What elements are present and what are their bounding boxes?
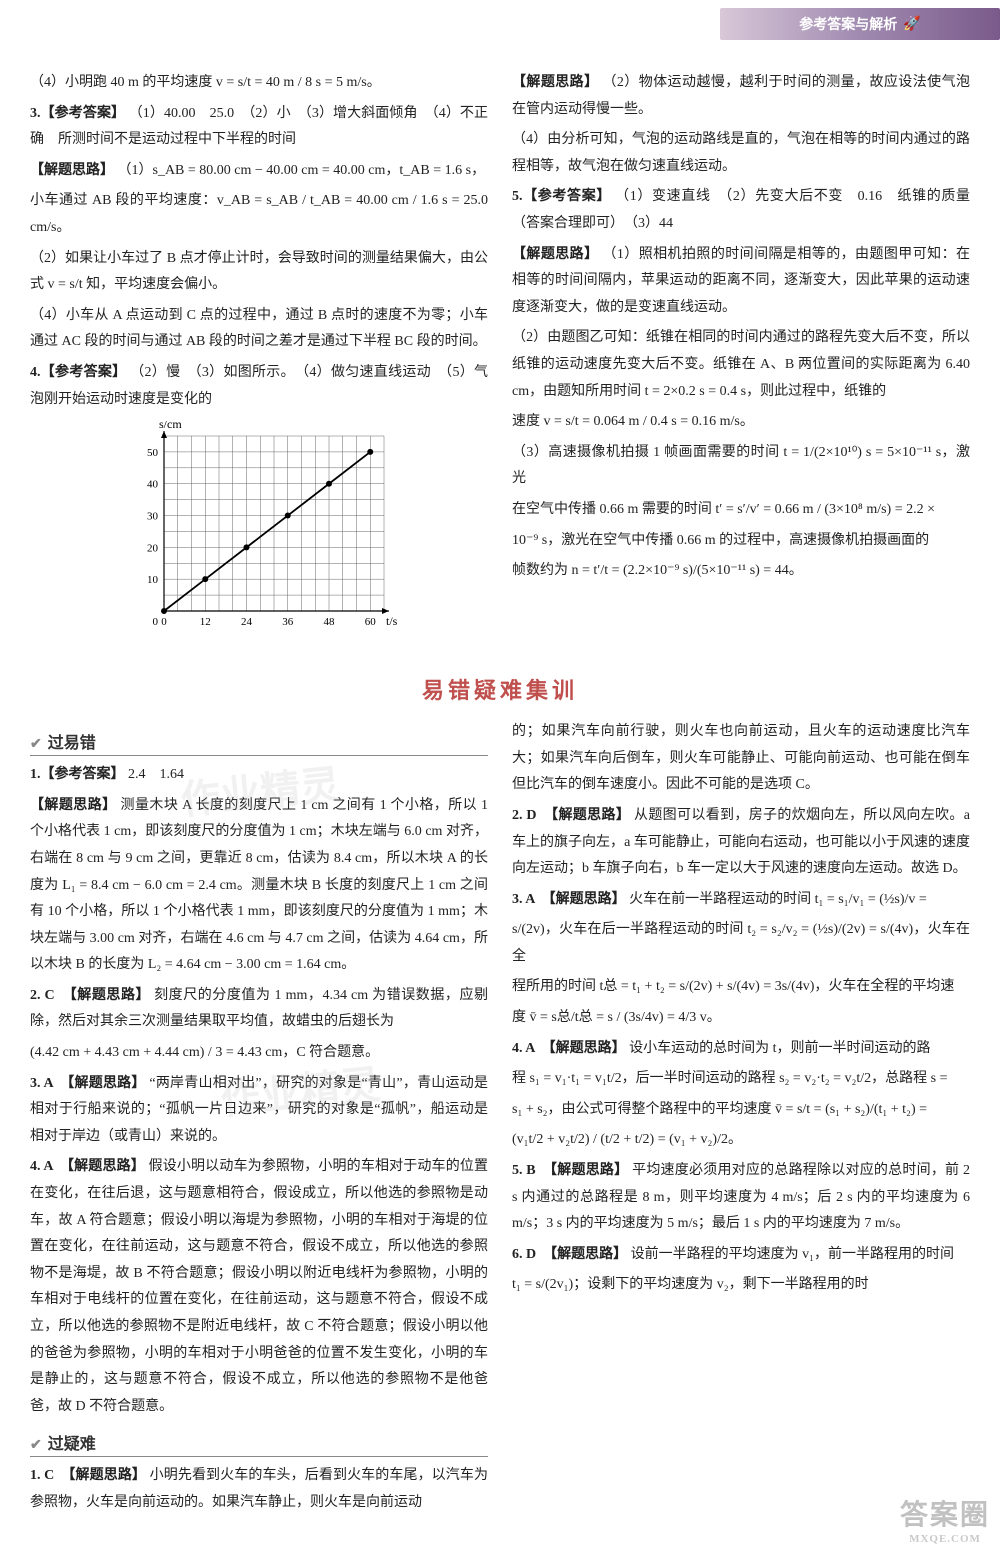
br-q2: 2. D 【解题思路】 从题图可以看到，房子的炊烟向左，所以风向左吹。a 车上的… — [512, 803, 970, 883]
top-left-col: （4）小明跑 40 m 的平均速度 v = s/t = 40 m / 8 s =… — [30, 70, 488, 653]
svg-text:50: 50 — [147, 447, 159, 459]
svg-text:s/cm: s/cm — [159, 421, 182, 431]
svg-text:40: 40 — [147, 479, 159, 491]
br-q6c: t₁ = s/(2v₁)；设剩下的平均速度为 v₂，剩下一半路程用的时 — [512, 1272, 970, 1299]
bl-q1: 1.【参考答案】 2.4 1.64 — [30, 762, 488, 789]
br-q5: 5. B 【解题思路】 平均速度必须用对应的总路程除以对应的总时间，前 2 s … — [512, 1158, 970, 1238]
check-icon: ✔ — [30, 736, 42, 753]
br-q3c: s/(2v)，火车在后一半路程运动的时间 t₂ = s₂/v₂ = (½s)/(… — [512, 917, 970, 970]
corner-watermark: 答案圈 MXQE.COM — [900, 1493, 990, 1545]
svg-text:t/s: t/s — [386, 614, 398, 628]
tl-p4: （2）如果让小车过了 B 点才停止计时，会导致时间的测量结果偏大，由公式 v =… — [30, 246, 488, 299]
svg-text:48: 48 — [324, 616, 336, 628]
header-banner: 参考答案与解析 🚀 — [720, 8, 1000, 40]
svg-text:12: 12 — [200, 616, 211, 628]
tr-p3: 5.【参考答案】 （1）变速直线 （2）先变大后不变 0.16 纸锥的质量（答案… — [512, 184, 970, 237]
ans-label: 3.【参考答案】 — [30, 106, 125, 121]
bl-q5: 1. C 【解题思路】 小明先看到火车的车头，后看到火车的车尾，以汽车为参照物，… — [30, 1463, 488, 1516]
svg-text:36: 36 — [282, 616, 294, 628]
br-q6: 6. D 【解题思路】 设前一半路程的平均速度为 v₁，前一半路程用的时间 — [512, 1242, 970, 1269]
tr-p5b: 速度 v = s/t = 0.064 m / 0.4 s = 0.16 m/s。 — [512, 409, 970, 436]
svg-text:24: 24 — [241, 616, 253, 628]
banner-text: 参考答案与解析 — [799, 14, 897, 34]
line-chart: 0 12 24 36 48 60 10 20 30 40 50 0 t/s s/cm — [119, 421, 399, 641]
br-q3e: 度 v̄ = s总/t总 = s / (3s/4v) = 4/3 v。 — [512, 1005, 970, 1032]
tl-p3: 【解题思路】 （1）s_AB = 80.00 cm − 40.00 cm = 4… — [30, 158, 488, 185]
bl-q2: 2. C 【解题思路】 刻度尺的分度值为 1 mm，4.34 cm 为错误数据，… — [30, 983, 488, 1036]
br-q3d: 程所用的时间 t总 = t₁ + t₂ = s/(2v) + s/(4v) = … — [512, 974, 970, 1001]
subsection-easy: ✔ 过易错 — [30, 729, 488, 756]
bottom-right-col: 的；如果汽车向前行驶，则火车也向前运动，且火车的运动速度比汽车大；如果汽车向后倒… — [512, 719, 970, 1520]
br-p0: 的；如果汽车向前行驶，则火车也向前运动，且火车的运动速度比汽车大；如果汽车向后倒… — [512, 719, 970, 799]
br-q4e: (v₁t/2 + v₂t/2) / (t/2 + t/2) = (v₁ + v₂… — [512, 1127, 970, 1154]
tl-p2: 3.【参考答案】 （1）40.00 25.0 （2）小 （3）增大斜面倾角 （4… — [30, 101, 488, 154]
svg-text:10: 10 — [147, 574, 159, 586]
svg-text:20: 20 — [147, 542, 159, 554]
tr-p7: 在空气中传播 0.66 m 需要的时间 t′ = s′/v′ = 0.66 m … — [512, 497, 970, 524]
tr-p8: 10⁻⁹ s，激光在空气中传播 0.66 m 的过程中，高速摄像机拍摄画面的 — [512, 528, 970, 555]
subsection-hard: ✔ 过疑难 — [30, 1430, 488, 1457]
wm-sub: MXQE.COM — [900, 1533, 990, 1545]
br-q3: 3. A 【解题思路】 火车在前一半路程运动的时间 t₁ = s₁/v₁ = (… — [512, 887, 970, 914]
tr-p9: 帧数约为 n = t′/t = (2.2×10⁻⁹ s)/(5×10⁻¹¹ s)… — [512, 558, 970, 585]
tr-p6: （3）高速摄像机拍摄 1 帧画面需要的时间 t = 1/(2×10¹⁰) s =… — [512, 440, 970, 493]
bl-q2c: (4.42 cm + 4.43 cm + 4.44 cm) / 3 = 4.43… — [30, 1040, 488, 1067]
svg-text:30: 30 — [147, 511, 159, 523]
tl-p1: （4）小明跑 40 m 的平均速度 v = s/t = 40 m / 8 s =… — [30, 70, 488, 97]
bottom-left-col: ✔ 过易错 1.【参考答案】 2.4 1.64 【解题思路】 测量木块 A 长度… — [30, 719, 488, 1520]
br-q4c: 程 s₁ = v₁·t₁ = v₁t/2，后一半时间运动的路程 s₂ = v₂·… — [512, 1066, 970, 1093]
svg-text:0: 0 — [153, 616, 159, 628]
tr-p5: （2）由题图乙可知：纸锥在相同的时间内通过的路程先变大后不变，所以纸锥的运动速度… — [512, 325, 970, 405]
tl-p3c: 小车通过 AB 段的平均速度：v_AB = s_AB / t_AB = 40.0… — [30, 188, 488, 241]
bl-q1c: 【解题思路】 测量木块 A 长度的刻度尺上 1 cm 之间有 1 个小格，所以 … — [30, 793, 488, 979]
top-columns: （4）小明跑 40 m 的平均速度 v = s/t = 40 m / 8 s =… — [30, 70, 970, 653]
br-q4d: s₁ + s₂，由公式可得整个路程中的平均速度 v̄ = s/t = (s₁ +… — [512, 1097, 970, 1124]
bl-q3: 3. A 【解题思路】 “两岸青山相对出”，研究的对象是“青山”，青山运动是相对… — [30, 1071, 488, 1151]
wm-main: 答案圈 — [900, 1500, 990, 1531]
tr-p4: 【解题思路】 （1）照相机拍照的时间间隔是相等的，由题图甲可知：在相等的时间间隔… — [512, 242, 970, 322]
svg-text:0: 0 — [161, 616, 167, 628]
tl-p6: 4.【参考答案】 （2）慢 （3）如图所示。 （4）做匀速直线运动 （5）气泡刚… — [30, 360, 488, 413]
tr-p1: 【解题思路】 （2）物体运动越慢，越利于时间的测量，故应设法使气泡在管内运动得慢… — [512, 70, 970, 123]
top-right-col: 【解题思路】 （2）物体运动越慢，越利于时间的测量，故应设法使气泡在管内运动得慢… — [512, 70, 970, 653]
br-q4: 4. A 【解题思路】 设小车运动的总时间为 t，则前一半时间运动的路 — [512, 1036, 970, 1063]
sol-label: 【解题思路】 — [30, 163, 114, 178]
tl-p5: （4）小车从 A 点运动到 C 点的过程中，通过 B 点时的速度不为零；小车通过… — [30, 303, 488, 356]
check-icon: ✔ — [30, 1437, 42, 1454]
bl-q4: 4. A 【解题思路】 假设小明以动车为参照物，小明的车相对于动车的位置在变化，… — [30, 1154, 488, 1420]
section-title: 易错疑难集训 — [30, 673, 970, 705]
svg-text:60: 60 — [365, 616, 377, 628]
bottom-columns: ✔ 过易错 1.【参考答案】 2.4 1.64 【解题思路】 测量木块 A 长度… — [30, 719, 970, 1520]
tr-p2: （4）由分析可知，气泡的运动路线是直的，气泡在相等的时间内通过的路程相等，故气泡… — [512, 127, 970, 180]
